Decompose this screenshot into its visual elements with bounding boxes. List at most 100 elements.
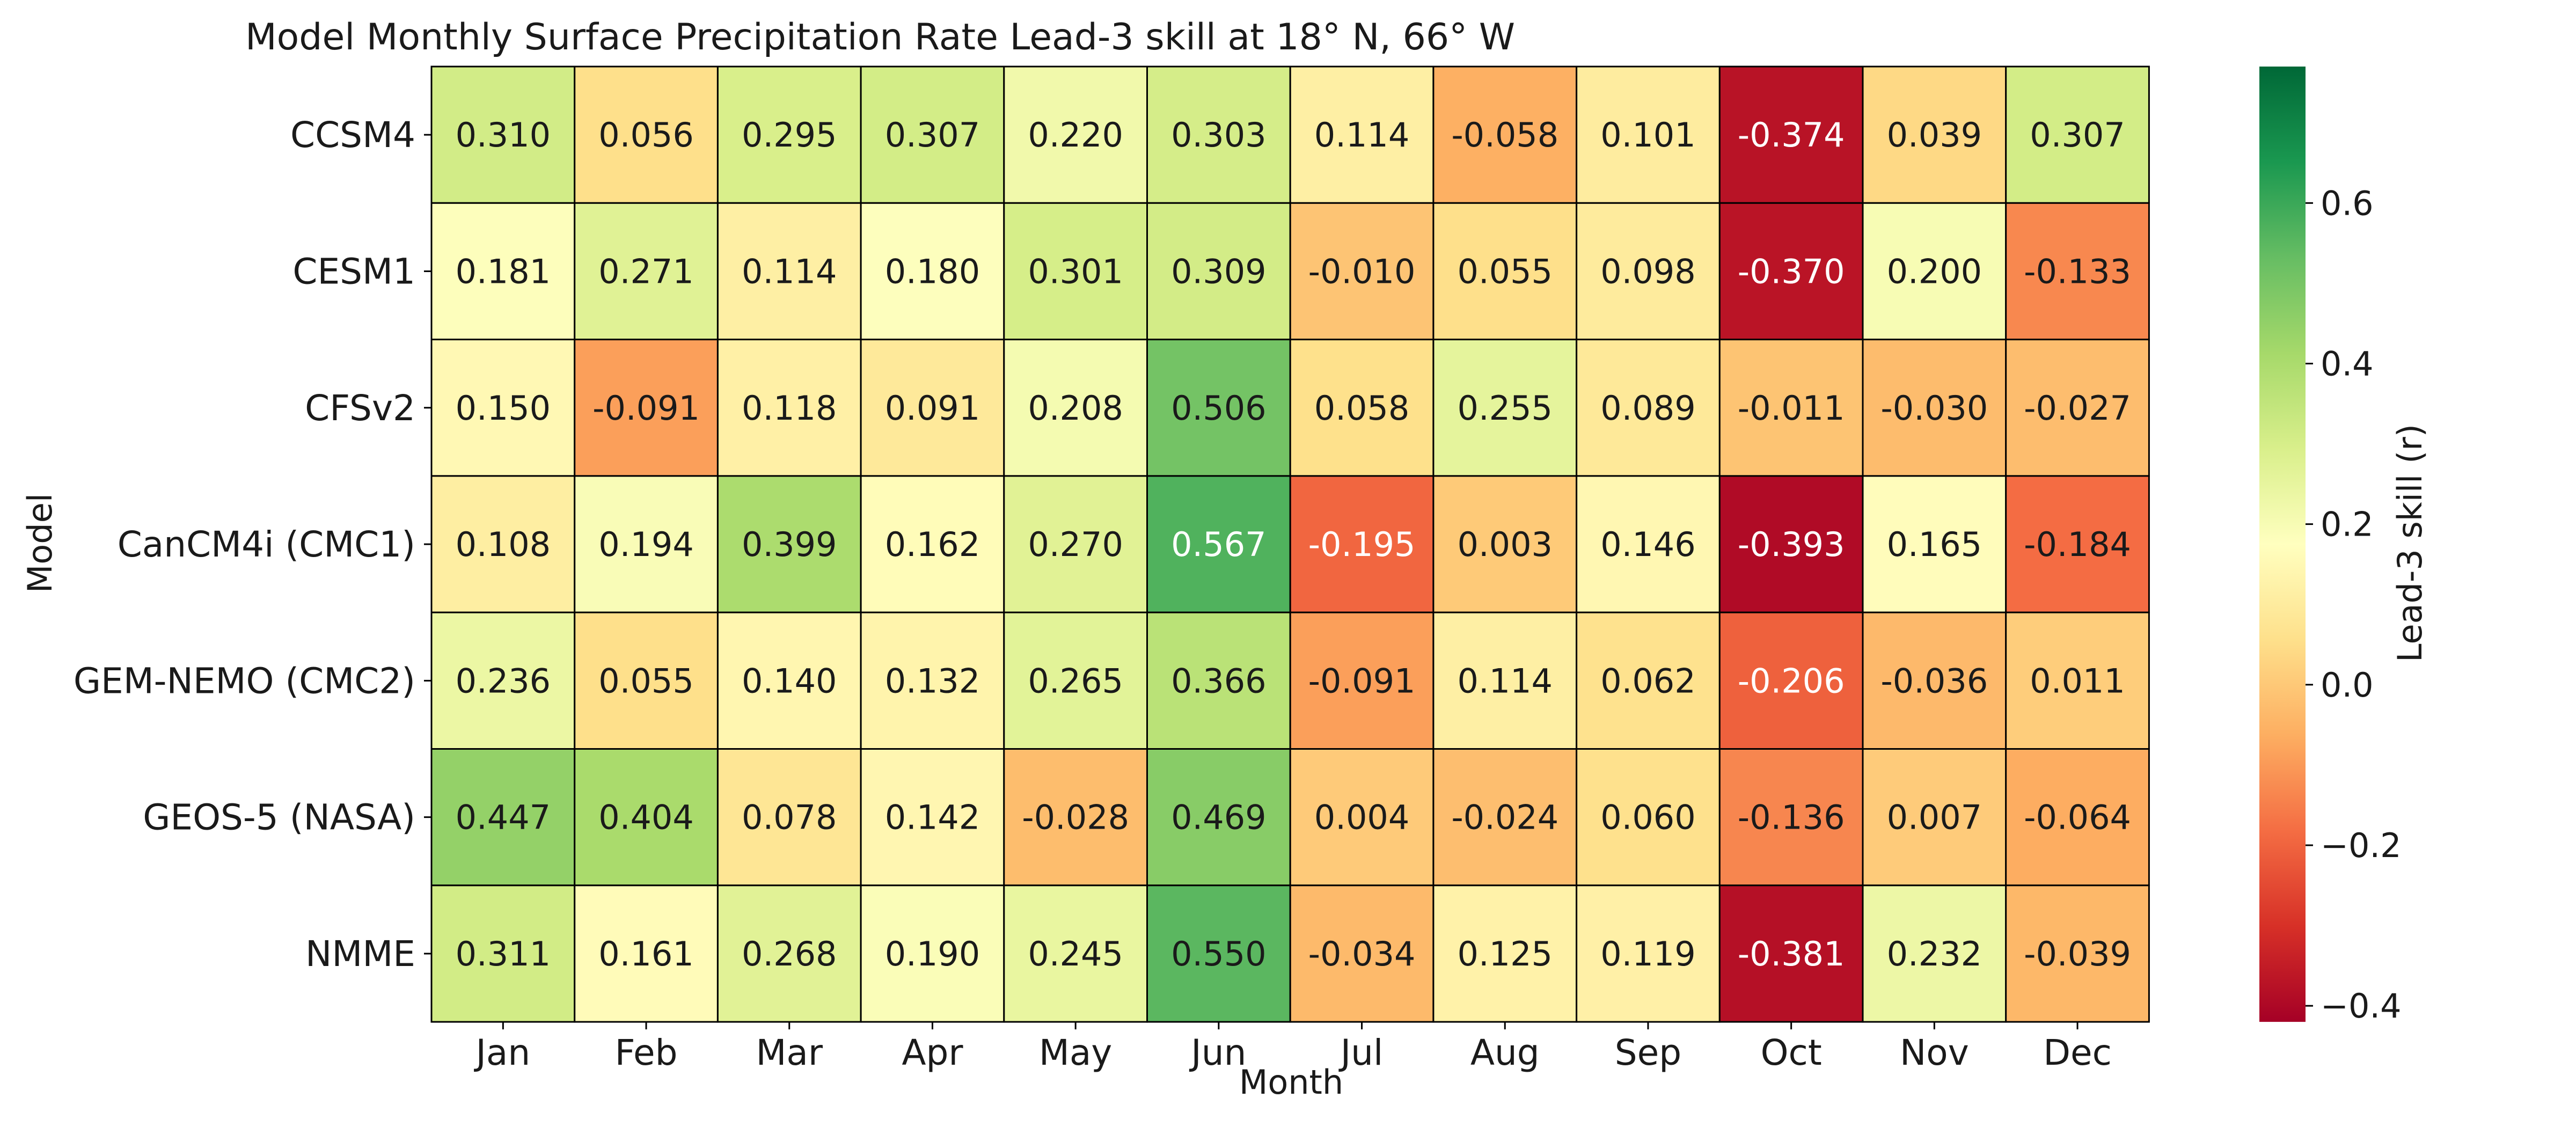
heatmap-cell [1718,202,1864,341]
cell-value-label: -0.064 [2024,798,2131,837]
cell-value-label: 0.194 [598,525,694,564]
cell-value-label: 0.550 [1171,934,1267,974]
heatmap-cell [1289,884,1435,1023]
heatmap-cell [1003,339,1148,477]
heatmap-cell [1003,884,1148,1023]
cell-value-label: 0.165 [1887,525,1982,564]
cell-value-label: 0.132 [885,661,980,700]
colorbar-tick-label: 0.2 [2321,505,2374,544]
heatmap-cell [430,475,576,613]
cell-value-label: 0.180 [885,252,980,291]
cell-value-label: -0.091 [592,389,700,428]
heatmap-cell [1718,475,1864,613]
cell-value-label: 0.567 [1171,525,1267,564]
cell-value-label: 0.058 [1314,389,1410,428]
heatmap-cell [1718,748,1864,887]
x-axis-label: Month [1239,1063,1343,1102]
heatmap-cell [1576,748,1721,887]
cell-value-label: 0.098 [1600,252,1696,291]
heatmap-cell [1289,202,1435,341]
heatmap-cell [1576,202,1721,341]
y-tick-label: CESM1 [292,251,415,292]
cell-value-label: -0.381 [1738,934,1845,974]
heatmap-cell [1862,611,2007,750]
cell-value-label: 0.119 [1600,934,1696,974]
cell-value-label: 0.004 [1314,798,1410,837]
cell-value-label: 0.118 [742,389,837,428]
y-tick-label: GEOS-5 (NASA) [143,797,415,838]
cell-value-label: 0.270 [1028,525,1123,564]
heatmap-cell [860,339,1005,477]
heatmap-cell [1576,884,1721,1023]
cell-value-label: 0.062 [1600,661,1696,700]
cell-value-label: -0.206 [1738,661,1845,700]
heatmap-cell [2005,884,2150,1023]
colorbar-tick-label: 0.4 [2321,344,2374,383]
cell-value-label: 0.055 [598,661,694,700]
cell-value-label: -0.030 [1880,389,1988,428]
x-tick-label: Jul [1338,1032,1384,1073]
heatmap-cell [860,65,1005,204]
heatmap-cell [716,202,862,341]
heatmap-cell [716,339,862,477]
x-tick-label: Dec [2043,1032,2112,1073]
cell-value-label: 0.055 [1458,252,1553,291]
heatmap-cell [2005,475,2150,613]
cell-value-label: -0.024 [1451,798,1558,837]
cell-value-label: 0.506 [1171,389,1267,428]
cell-value-label: -0.393 [1738,525,1845,564]
cell-value-label: 0.220 [1028,115,1123,155]
cell-value-label: -0.374 [1738,115,1845,155]
cell-value-label: 0.007 [1887,798,1982,837]
heatmap-cell [2005,748,2150,887]
cell-value-label: 0.469 [1171,798,1267,837]
cell-value-label: 0.245 [1028,934,1123,974]
heatmap-cell [574,611,719,750]
cell-value-label: 0.268 [742,934,837,974]
cell-value-label: 0.399 [742,525,837,564]
cell-value-label: 0.236 [456,661,551,700]
heatmap-cell [2005,202,2150,341]
cell-value-label: 0.089 [1600,389,1696,428]
heatmap-cell [1432,611,1578,750]
heatmap-cell [716,884,862,1023]
heatmap-cell [1576,611,1721,750]
cell-value-label: -0.034 [1308,934,1416,974]
cell-value-label: 0.011 [2030,661,2125,700]
cell-value-label: 0.366 [1171,661,1267,700]
heatmap-cell [574,475,719,613]
heatmap-cell [1003,65,1148,204]
heatmap-cell [1003,202,1148,341]
heatmap-cell [1289,611,1435,750]
heatmap-cell [1862,202,2007,341]
heatmap-cell [1289,748,1435,887]
cell-value-label: 0.190 [885,934,980,974]
cell-value-label: 0.108 [456,525,551,564]
cell-value-label: 0.114 [1458,661,1553,700]
heatmap-cell [716,475,862,613]
cell-value-label: -0.058 [1451,115,1558,155]
colorbar-ticks: 0.6 0.4 0.2 0.0 −0.2 −0.4 [2306,184,2402,1026]
heatmap-cell [1289,339,1435,477]
heatmap-cell [1146,748,1291,887]
x-tick-label: Jan [473,1032,530,1073]
heatmap-cell [1718,884,1864,1023]
heatmap-cell [1146,884,1291,1023]
heatmap-cell [1289,475,1435,613]
x-tick-label: Feb [615,1032,678,1073]
cell-value-label: 0.125 [1458,934,1553,974]
cell-value-label: 0.150 [456,389,551,428]
cell-value-label: 0.208 [1028,389,1123,428]
heatmap-cell [1862,884,2007,1023]
heatmap-cell [1862,339,2007,477]
cell-value-label: 0.310 [456,115,551,155]
cell-value-label: 0.039 [1887,115,1982,155]
heatmap-cell [430,202,576,341]
heatmap-cell [574,884,719,1023]
cell-value-label: -0.133 [2024,252,2131,291]
x-tick-label: Apr [902,1032,963,1073]
cell-value-label: 0.200 [1887,252,1982,291]
cell-value-label: -0.036 [1880,661,1988,700]
cell-value-label: 0.161 [598,934,694,974]
